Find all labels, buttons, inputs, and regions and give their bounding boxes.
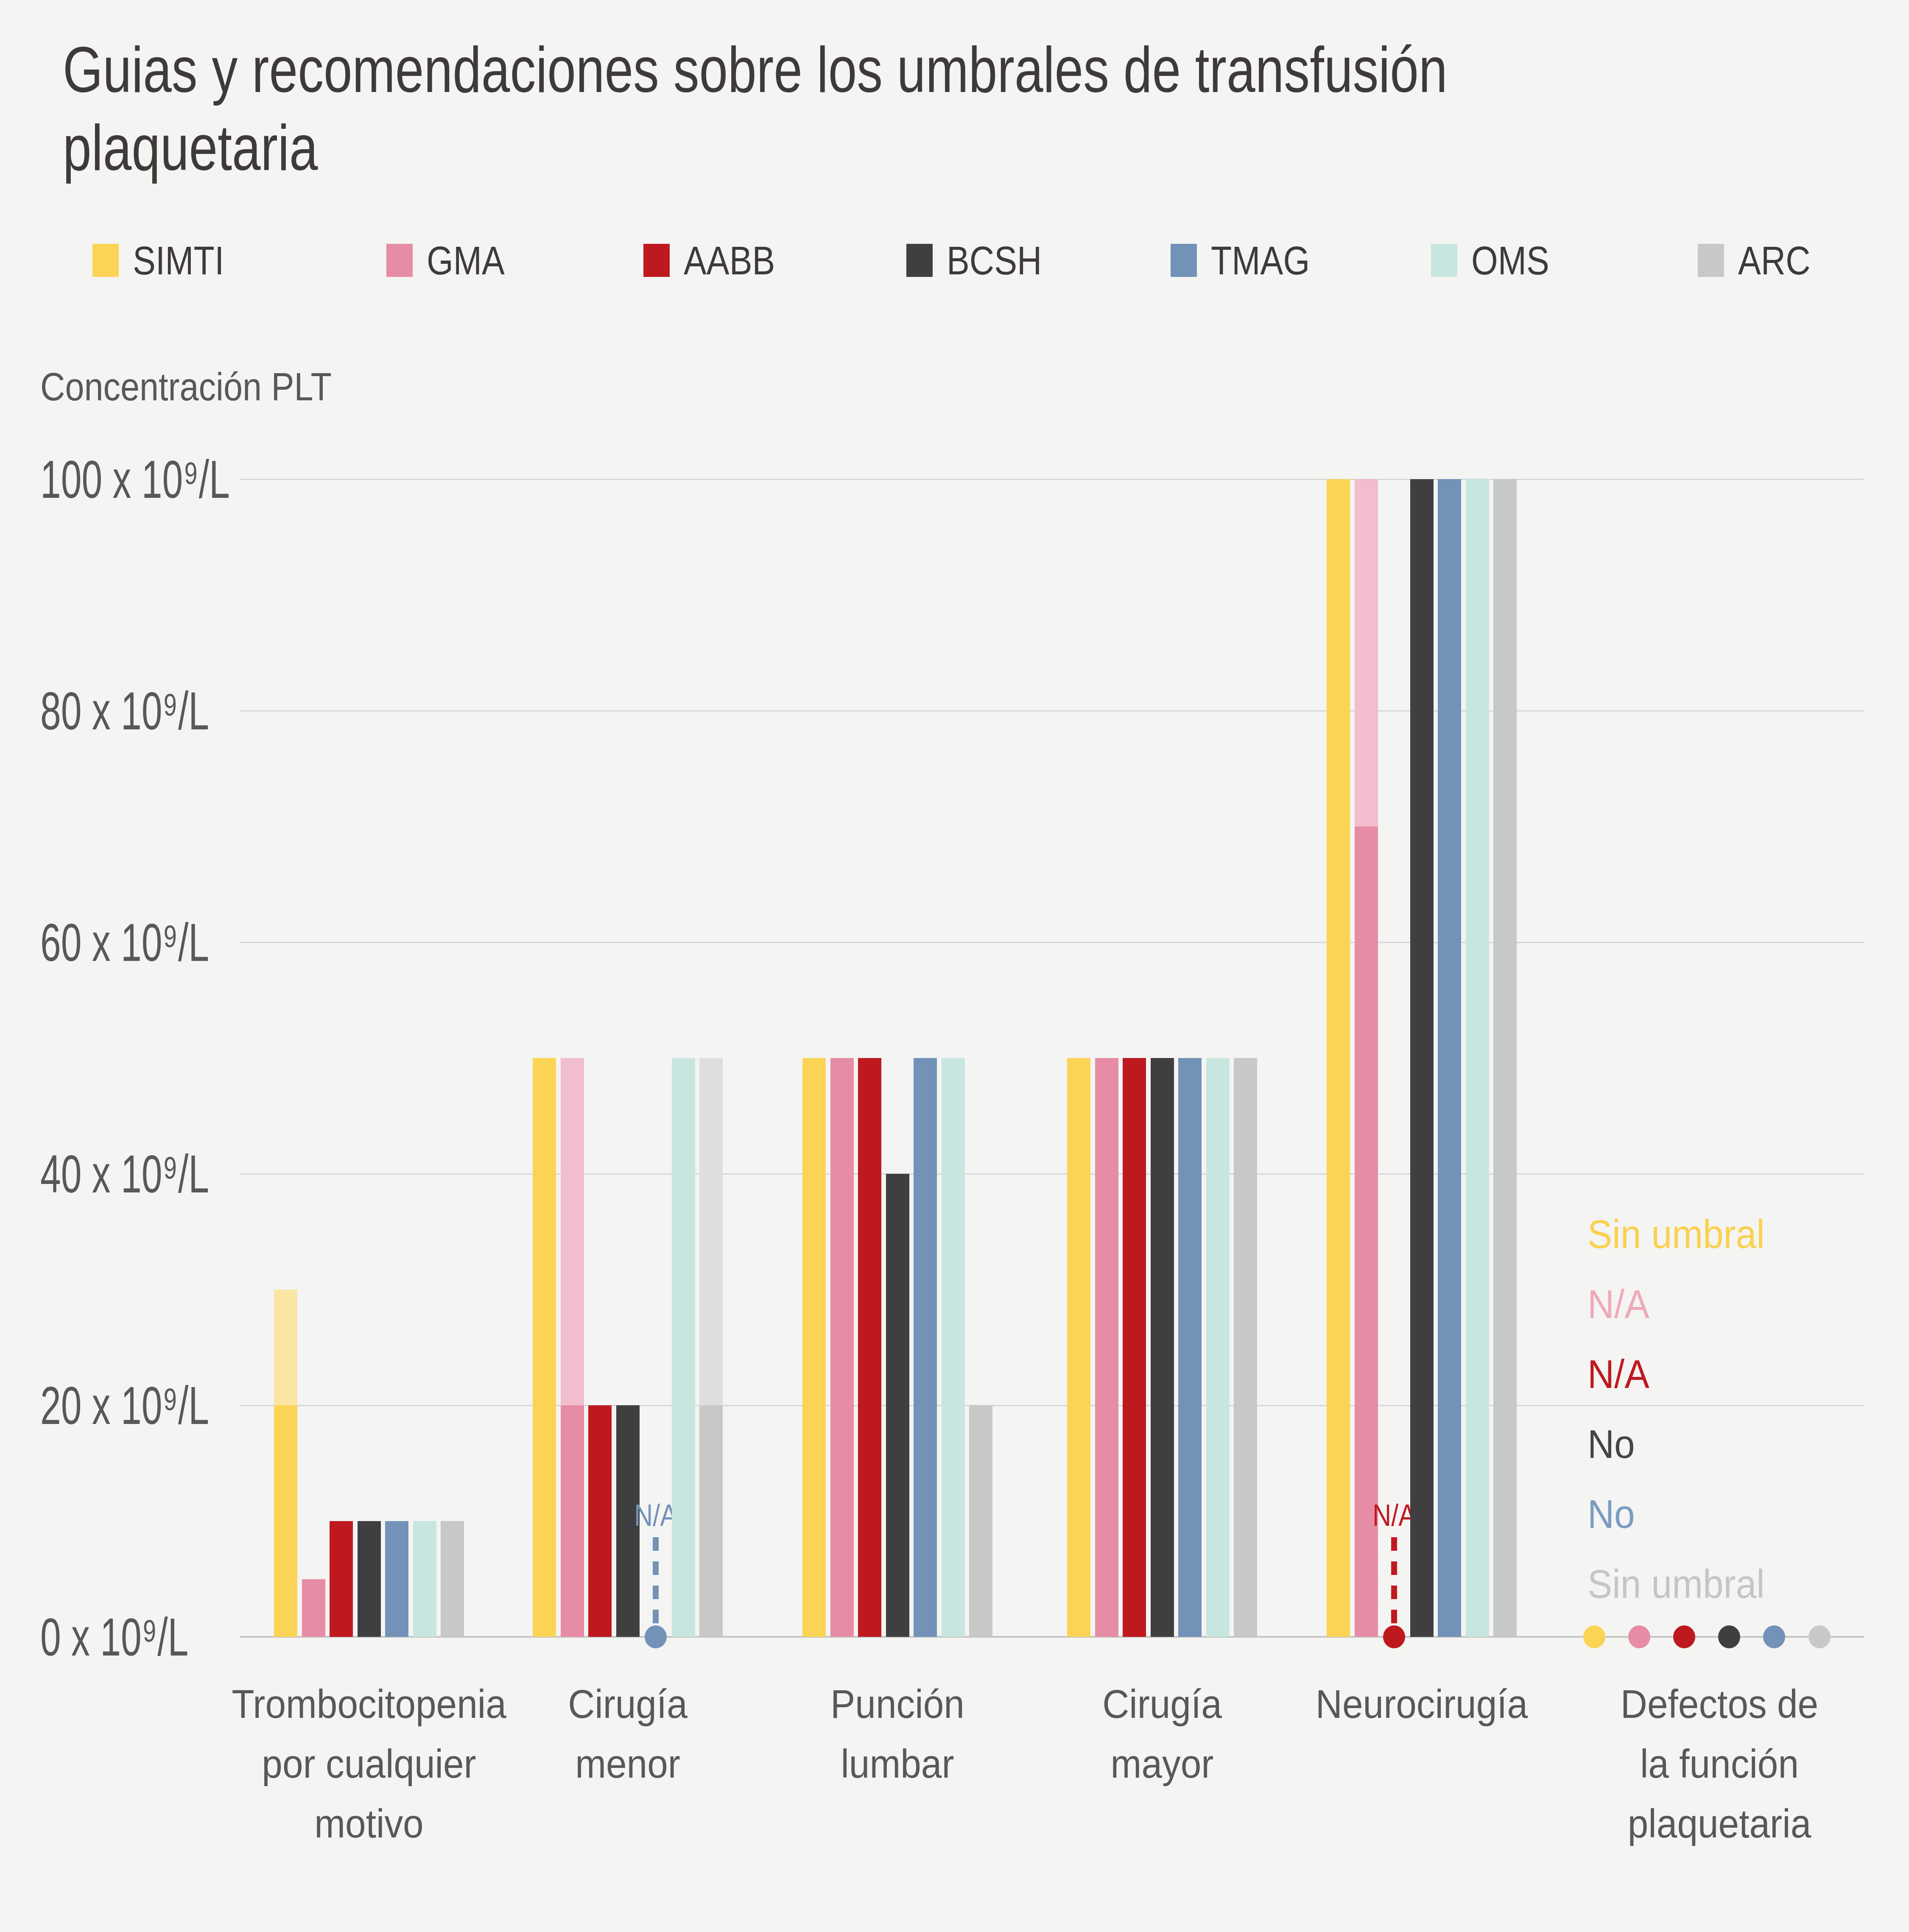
bar-arc [969,1405,992,1637]
bar-simti [274,1405,297,1637]
legend-label: OMS [1471,237,1549,284]
bar-tmag [914,1058,937,1637]
annotation-simti: Sin umbral [1588,1211,1765,1257]
na-dot-tmag [645,1625,667,1648]
legend-label: TMAG [1211,237,1310,284]
bar-bcsh [886,1174,909,1637]
gridline-100 [240,479,1864,480]
bar-tmag [385,1521,408,1637]
legend-swatch-bcsh [906,244,933,277]
na-dash-tmag [653,1537,659,1624]
legend-swatch-arc [1698,244,1724,277]
threshold-dot-bcsh [1718,1625,1740,1648]
threshold-dot-simti [1583,1625,1605,1648]
gridline-80 [240,710,1864,712]
bar-arc [1493,479,1517,1637]
category-label: Defectos de la función plaquetaria [1621,1674,1818,1854]
bar-arc [1234,1058,1257,1637]
na-label-aabb: N/A [1372,1498,1415,1533]
legend-label: AABB [684,237,775,284]
category-label: Neurocirugía [1316,1674,1528,1734]
bar-aabb [330,1521,353,1637]
bar-gma [302,1579,325,1637]
bar-arc [441,1521,464,1637]
bar-simti [802,1058,826,1637]
bar-tmag [1178,1058,1202,1637]
legend-label: GMA [427,237,505,284]
legend-swatch-gma [386,244,413,277]
category-label: Trombocitopenia por cualquier motivo [232,1674,506,1854]
bar-simti [1067,1058,1090,1637]
bar-oms [942,1058,965,1637]
gridline-20 [240,1405,1864,1406]
bar-simti [1327,479,1350,1637]
bar-bcsh [1410,479,1434,1637]
bar-arc-light [699,1058,723,1405]
bar-gma-light [1355,479,1378,826]
bar-simti [533,1058,556,1637]
bar-gma [830,1058,854,1637]
bar-gma [561,1405,584,1637]
annotation-aabb: N/A [1588,1351,1649,1397]
bar-gma-light [561,1058,584,1405]
bar-aabb [1123,1058,1146,1637]
bar-oms [1206,1058,1230,1637]
threshold-dot-aabb [1673,1625,1695,1648]
legend-label: SIMTI [133,237,224,284]
na-dash-aabb [1391,1537,1397,1624]
threshold-dot-gma [1628,1625,1650,1648]
y-axis-title: Concentración PLT [40,365,332,409]
y-tick-label: 40 x 10⁹/L [40,1143,209,1205]
category-label: Cirugía menor [568,1674,688,1794]
legend-swatch-tmag [1171,244,1197,277]
legend-swatch-simti [92,244,119,277]
bar-tmag [1438,479,1461,1637]
y-tick-label: 60 x 10⁹/L [40,911,209,973]
annotation-arc: Sin umbral [1588,1561,1765,1607]
bar-arc [699,1405,723,1637]
legend-label: BCSH [947,237,1042,284]
bar-oms [672,1058,695,1637]
chart-title: Guias y recomendaciones sobre los umbral… [63,31,1448,187]
annotation-bcsh: No [1588,1421,1635,1467]
y-tick-label: 0 x 10⁹/L [40,1606,188,1668]
threshold-dot-arc [1808,1625,1831,1648]
bar-aabb [588,1405,612,1637]
bar-simti-light [274,1290,297,1405]
category-label: Punción lumbar [830,1674,964,1794]
legend-swatch-aabb [643,244,670,277]
bar-oms [413,1521,436,1637]
category-label: Cirugía mayor [1102,1674,1222,1794]
threshold-dot-tmag [1763,1625,1785,1648]
bar-bcsh [1151,1058,1174,1637]
y-tick-label: 100 x 10⁹/L [40,448,230,510]
na-dot-aabb [1383,1625,1405,1648]
chart-canvas: Guias y recomendaciones sobre los umbral… [0,0,1909,1932]
annotation-gma: N/A [1588,1281,1649,1327]
na-label-tmag: N/A [634,1498,677,1533]
x-axis-line [240,1636,1864,1638]
bar-aabb [858,1058,881,1637]
gridline-60 [240,942,1864,943]
bar-bcsh [358,1521,381,1637]
y-tick-label: 80 x 10⁹/L [40,680,209,742]
bar-gma [1095,1058,1118,1637]
gridline-40 [240,1173,1864,1175]
annotation-tmag: No [1588,1491,1635,1537]
y-tick-label: 20 x 10⁹/L [40,1374,209,1436]
bar-oms [1466,479,1489,1637]
legend-swatch-oms [1431,244,1457,277]
legend-label: ARC [1738,237,1810,284]
